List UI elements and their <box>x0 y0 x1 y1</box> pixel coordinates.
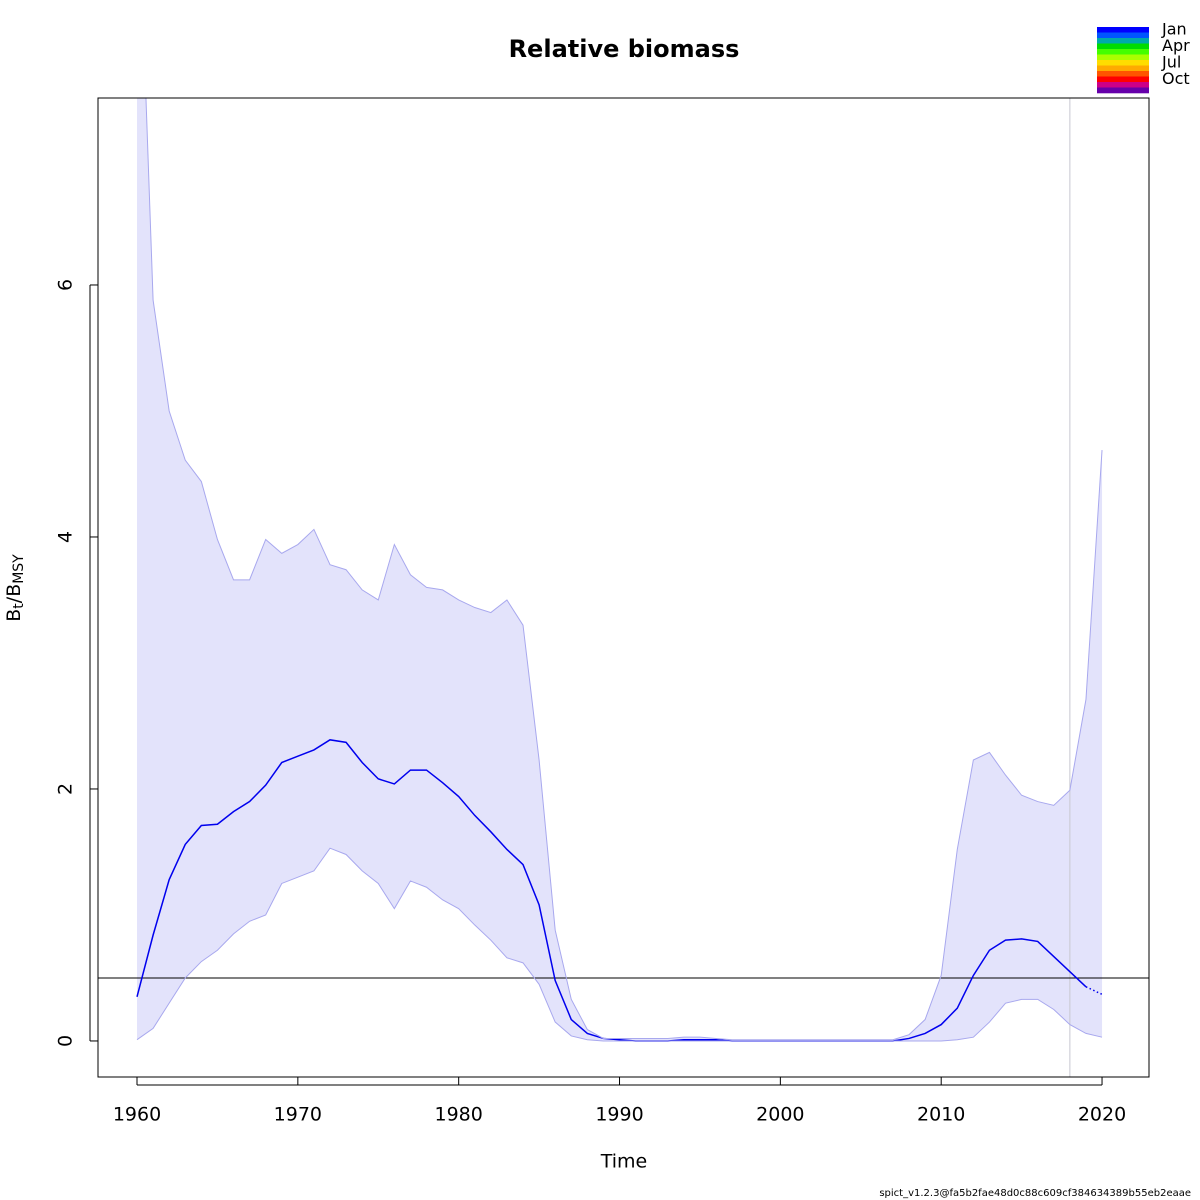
plot-frame <box>97 97 1150 1078</box>
series-line <box>1085 986 1103 996</box>
legend-swatch <box>1097 71 1149 77</box>
legend-label: Jan <box>1161 20 1187 39</box>
legend-label: Jul <box>1161 53 1181 72</box>
series-line <box>136 739 1087 1042</box>
legend-swatch <box>1097 27 1149 33</box>
y-tick-label: 6 <box>55 279 77 291</box>
legend-swatch <box>1097 43 1149 50</box>
legend-swatch <box>1097 60 1149 66</box>
x-tick-label: 2020 <box>1078 1104 1126 1126</box>
y-tick-label: 4 <box>55 531 77 543</box>
x-tick-label: 2000 <box>756 1104 804 1126</box>
legend-swatch <box>1097 82 1149 88</box>
legend-swatch <box>1097 32 1149 39</box>
y-label-part: B <box>3 609 25 622</box>
footer: spict_v1.2.3@fa5b2fae48d0c88c609cf384634… <box>879 1188 1191 1199</box>
legend-swatch <box>1097 54 1149 61</box>
x-tick-label: 2010 <box>917 1104 965 1126</box>
legend-swatch <box>1097 65 1149 72</box>
legend-swatch <box>1097 87 1149 94</box>
y-tick-label: 0 <box>55 1035 77 1047</box>
y-label-sub: t <box>11 603 27 609</box>
y-axis-label: Bt/BMSY <box>3 554 28 622</box>
x-tick-label: 1960 <box>113 1104 161 1126</box>
x-tick-label: 1970 <box>274 1104 322 1126</box>
plot-area <box>98 98 1149 1077</box>
series-line <box>136 847 1103 1042</box>
y-label-part: /B <box>3 584 25 603</box>
x-axis-label: Time <box>600 1151 648 1173</box>
x-tick-label: 1990 <box>595 1104 643 1126</box>
legend-swatch <box>1097 38 1149 44</box>
x-tick-label: 1980 <box>435 1104 483 1126</box>
legend-swatch <box>1097 49 1149 55</box>
y-tick-label: 2 <box>55 783 77 795</box>
legend-label: Oct <box>1162 69 1190 88</box>
series-line <box>145 98 1103 1041</box>
legend-label: Apr <box>1162 36 1190 55</box>
ci-band <box>137 98 1103 1041</box>
legend-swatch <box>1097 76 1149 83</box>
y-label-sub: MSY <box>11 554 27 584</box>
chart-title: Relative biomass <box>509 35 740 63</box>
